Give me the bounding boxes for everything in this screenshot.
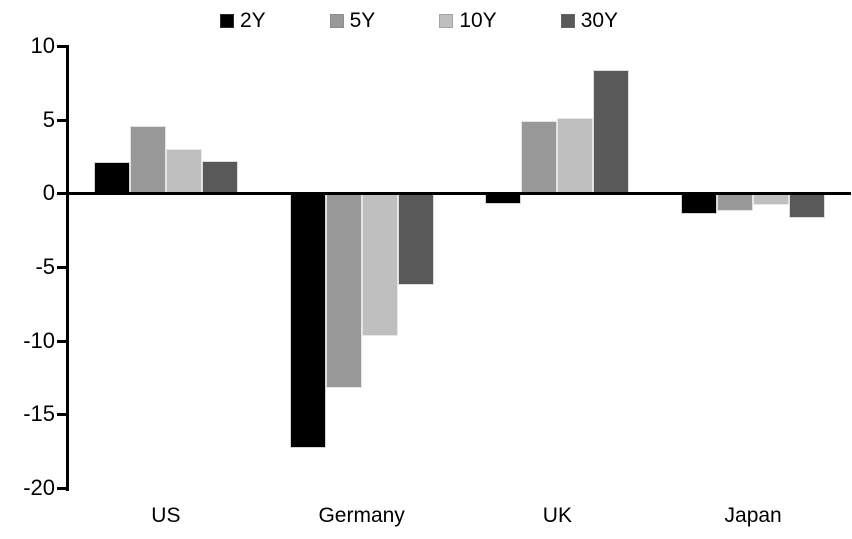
y-axis-tick-label: -15 xyxy=(23,401,55,427)
chart-legend: 2Y 5Y 10Y 30Y xyxy=(0,10,838,31)
y-axis-tick xyxy=(57,487,69,490)
bar-germany-2y xyxy=(289,193,326,449)
legend-marker-2y-icon xyxy=(219,13,234,28)
bar-us-2y xyxy=(93,162,130,194)
bar-uk-2y xyxy=(485,193,522,204)
legend-label: 5Y xyxy=(349,9,376,32)
bar-germany-30y xyxy=(397,193,434,285)
bar-uk-10y xyxy=(557,118,594,194)
y-axis-tick xyxy=(57,339,69,343)
y-axis-tick-label: -5 xyxy=(35,254,55,279)
bar-japan-5y xyxy=(717,193,754,211)
bar-us-30y xyxy=(201,160,238,194)
y-axis-tick-label: -10 xyxy=(23,327,55,353)
zero-axis-line xyxy=(66,191,851,195)
bar-uk-30y xyxy=(593,69,630,194)
y-axis-tick-label: 10 xyxy=(30,33,55,58)
legend-label: 10Y xyxy=(459,9,497,32)
bar-japan-30y xyxy=(789,193,826,219)
y-axis-tick xyxy=(57,192,69,196)
bar-us-5y xyxy=(129,125,166,194)
legend-item-2y: 2Y xyxy=(219,9,266,32)
legend-marker-10y-icon xyxy=(439,13,454,28)
legend-item-10y: 10Y xyxy=(439,9,497,32)
bar-us-10y xyxy=(165,149,202,194)
bar-germany-5y xyxy=(325,193,362,388)
y-axis-tick-label: 5 xyxy=(42,106,55,132)
legend-marker-30y-icon xyxy=(560,13,575,28)
bar-uk-5y xyxy=(521,121,558,194)
legend-marker-5y-icon xyxy=(329,13,344,28)
y-axis-tick-label: 0 xyxy=(42,180,55,206)
bar-japan-2y xyxy=(681,193,718,214)
bar-japan-10y xyxy=(753,193,790,206)
y-axis-tick xyxy=(57,118,69,122)
y-axis-tick-label: -20 xyxy=(23,475,55,500)
legend-label: 30Y xyxy=(580,9,619,32)
y-axis-tick xyxy=(57,45,69,48)
y-axis-tick xyxy=(57,266,69,269)
bar-germany-10y xyxy=(361,193,398,337)
legend-item-5y: 5Y xyxy=(329,9,376,32)
y-axis-tick xyxy=(57,413,69,417)
x-axis-label-japan: Japan xyxy=(724,504,782,527)
x-axis-label-us: US xyxy=(151,504,181,527)
x-axis-label-uk: UK xyxy=(542,504,572,527)
legend-item-30y: 30Y xyxy=(560,9,619,32)
legend-label: 2Y xyxy=(239,9,266,32)
x-axis-label-germany: Germany xyxy=(318,504,405,527)
